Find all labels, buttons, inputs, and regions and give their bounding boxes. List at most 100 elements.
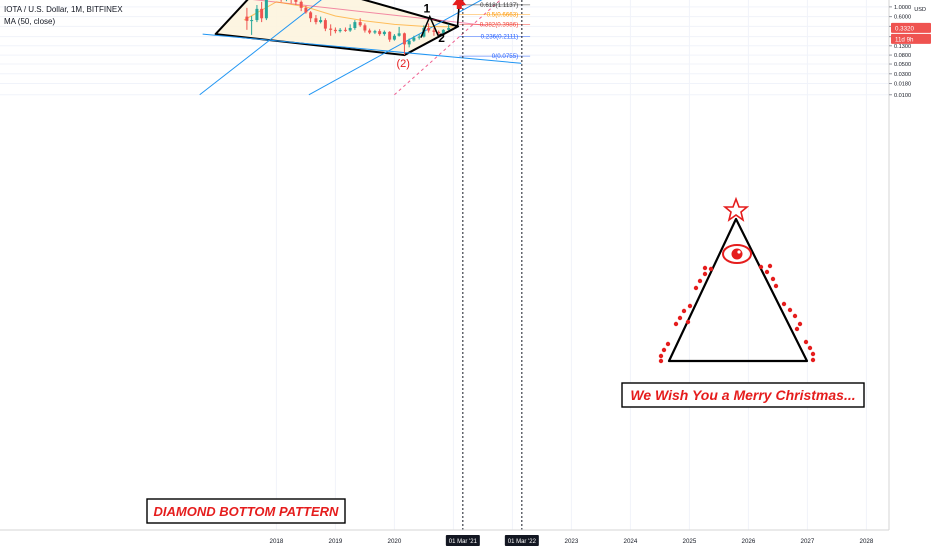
candle-body [245,16,249,21]
candle-body [304,7,308,13]
price-axis-label: 0.6000 [894,15,911,21]
candle-body [417,36,421,38]
price-axis-label: 0.0300 [894,72,911,78]
candle-body [397,33,401,36]
ornament-dot [673,321,679,327]
christmas-tree-drawing [658,196,816,364]
candle-body [264,0,268,19]
pattern-label-box [146,498,346,524]
candle-body [250,20,254,22]
candle-body [255,8,259,21]
ornament-dot [658,353,664,359]
date-marker-label: 01 Mar '22 [508,539,537,545]
ornament-dot [810,357,816,363]
candle-body [358,22,362,26]
candle-body [388,31,392,40]
ornament-dot [693,285,699,291]
fib-level-label: 0.382(0.3986) [480,21,519,28]
candle-body [329,28,333,30]
candle-body [412,37,416,41]
ornament-dot [767,263,773,269]
greeting-box [621,382,865,408]
price-unit-label: USD [914,7,926,13]
candle-body [353,22,357,29]
price-axis-label: 0.0180 [894,82,911,88]
ornament-dot [687,303,693,309]
symbol-title: IOTA / U.S. Dollar, 1M, BITFINEX [4,5,123,14]
current-price-label: 0.3320 [895,25,914,32]
price-axis-label: 1.0000 [894,5,911,11]
current-price-badge [891,22,931,33]
fib-level-label: 0.618(1.1137) [480,2,518,9]
price-axis-label: 0.0800 [894,53,911,59]
ornament-dot [803,339,809,345]
candle-body [407,40,411,45]
candle-body [392,35,396,40]
date-marker-badge [445,535,480,546]
ornament-dot [810,351,816,357]
candle-body [441,29,445,34]
channel-line-lower [202,33,522,64]
ornament-dot [702,265,708,271]
candle-body [338,29,342,32]
ornament-dot [658,358,664,364]
ornament-dot [764,269,770,275]
candle-body [427,28,431,31]
candle-body [314,18,318,23]
channel-line-steep-lower [308,0,483,96]
countdown-badge [891,33,931,44]
time-axis-label: 2026 [742,538,756,545]
ornament-dot [773,283,779,289]
eye-pupil-icon [731,248,743,260]
time-axis-label: 2020 [388,538,402,545]
wave-label: 2 [438,31,445,45]
candle-body [373,31,377,33]
time-axis-label: 2024 [624,538,638,545]
ornament-dot [702,271,708,277]
ornament-dot [797,321,803,327]
price-axis-label: 0.0500 [894,62,911,68]
moving-average-line [243,1,454,28]
price-axis-background [889,0,932,550]
candle-body [382,31,386,35]
wave-label: 1 [424,1,431,15]
candle-body [402,33,406,45]
ornament-dot [781,301,787,307]
ornament-dot [758,264,764,270]
red-wave-label: (2) [397,58,410,70]
pattern-label-text: DIAMOND BOTTOM PATTERN [154,504,339,519]
time-axis-label: 2019 [329,538,343,545]
fib-level-label: 0.5(0.6663) [487,12,519,19]
greeting-text: We Wish You a Merry Christmas... [630,387,855,403]
indicator-label: MA (50, close) [4,17,56,26]
date-marker-label: 01 Mar '21 [449,539,478,545]
candle-body [348,28,352,31]
price-axis-label: 0.1300 [894,44,911,50]
ornament-dot [685,319,691,325]
fib-level-label: 0.236(0.2111) [481,34,519,41]
countdown-label: 11d 9h [895,36,914,43]
channel-midline [394,0,502,96]
tree-star-icon [722,196,750,222]
time-axis-label: 2018 [270,538,284,545]
candle-body [378,31,382,35]
candle-body [437,31,441,34]
time-axis-label: 2028 [860,538,874,545]
candle-body [447,28,451,30]
time-axis-label: 2023 [565,538,579,545]
ornament-dot [807,345,813,351]
ornament-dot [794,326,800,332]
date-marker-badge [504,535,539,546]
wave-1-2-path [420,14,458,38]
candle-body [323,20,327,29]
ornament-dot [708,266,714,272]
ornament-dot [661,347,667,353]
eye-outline [722,244,752,264]
eye-glint [737,250,741,254]
fib-level-label: 0(0.0755) [492,53,519,60]
channel-midline-flat [252,0,486,26]
candle-body [363,25,367,31]
candle-body [299,1,303,8]
